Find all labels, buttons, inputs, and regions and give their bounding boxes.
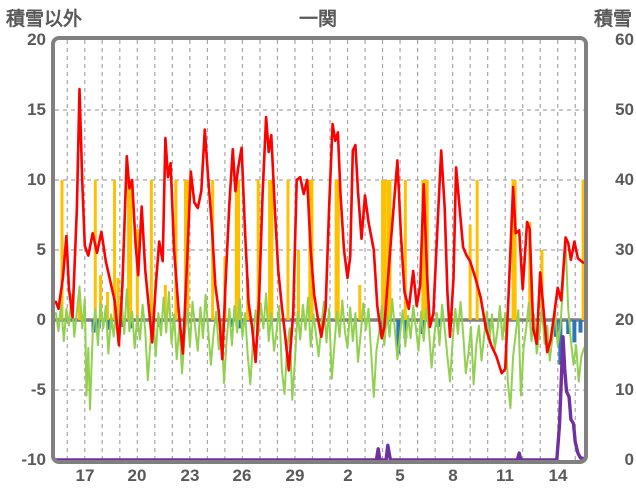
x-axis-tick: 5 bbox=[395, 466, 405, 485]
x-axis-tick: 17 bbox=[75, 466, 95, 485]
left-axis-tick: -5 bbox=[30, 380, 46, 399]
right-axis-tick: 40 bbox=[615, 170, 634, 189]
left-axis-tick: 10 bbox=[27, 170, 46, 189]
x-axis-tick: 23 bbox=[180, 466, 200, 485]
x-axis-tick: 20 bbox=[127, 466, 147, 485]
x-axis-tick: 11 bbox=[496, 466, 514, 485]
left-axis-tick: -10 bbox=[21, 450, 46, 469]
left-axis-tick: 5 bbox=[36, 240, 46, 259]
right-axis-tick: 60 bbox=[615, 30, 634, 49]
x-axis-tick: 8 bbox=[448, 466, 458, 485]
right-axis-tick: 50 bbox=[615, 100, 634, 119]
x-axis-tick: 29 bbox=[285, 466, 305, 485]
left-axis-tick: 20 bbox=[27, 30, 46, 49]
right-axis-tick: 30 bbox=[615, 240, 634, 259]
x-axis-tick: 14 bbox=[548, 466, 568, 485]
left-axis-tick: 15 bbox=[27, 100, 46, 119]
left-axis-tick: 0 bbox=[36, 310, 46, 329]
x-axis-tick: 2 bbox=[343, 466, 353, 485]
chart-title: 一関 bbox=[298, 9, 337, 30]
right-axis-title: 積雪 bbox=[593, 9, 632, 30]
left-axis-title: 積雪以外 bbox=[6, 9, 83, 30]
right-axis-tick: 20 bbox=[615, 310, 634, 329]
right-axis-tick: 10 bbox=[615, 380, 634, 399]
x-axis-tick: 26 bbox=[232, 466, 252, 485]
right-axis-tick: 0 bbox=[624, 450, 634, 469]
